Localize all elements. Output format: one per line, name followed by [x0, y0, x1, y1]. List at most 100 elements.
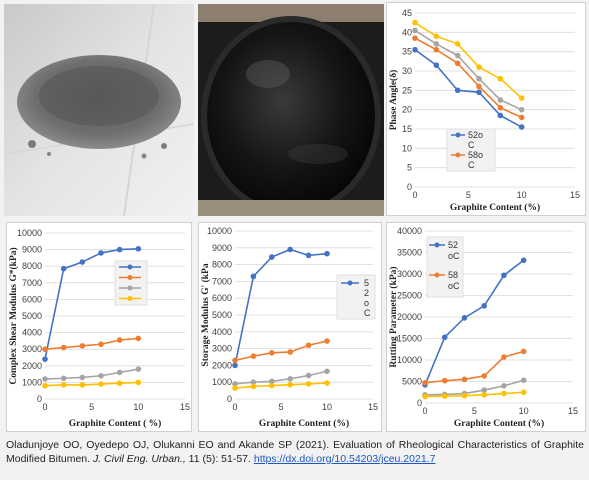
x-axis-label: Graphite Content (%) [454, 418, 544, 429]
caption-doi-link[interactable]: https://dx.doi.org/10.54203/jceu.2021.7 [253, 453, 436, 465]
data-point [79, 343, 86, 349]
legend-label: C [468, 160, 475, 170]
y-tick-label: 15 [402, 124, 412, 134]
data-point [497, 104, 504, 111]
legend-marker [347, 280, 353, 286]
data-point [518, 114, 525, 121]
data-point [60, 344, 67, 351]
data-point [116, 246, 123, 253]
y-tick-label: 15000 [397, 334, 422, 344]
data-point [441, 393, 448, 399]
y-tick-label: 5000 [212, 310, 232, 320]
x-tick-label: 15 [180, 402, 190, 412]
data-point [98, 250, 104, 256]
legend-label: o [364, 298, 369, 308]
y-tick-label: 10000 [397, 355, 422, 365]
x-tick-label: 5 [89, 402, 94, 412]
data-point [232, 357, 238, 364]
series-line [44, 368, 139, 380]
series-line [414, 29, 522, 111]
legend-label: 2 [364, 288, 369, 298]
series-line [44, 247, 139, 360]
x-axis-label: Graphite Content (%) [450, 202, 540, 213]
y-tick-label: 0 [417, 398, 422, 408]
data-point [305, 342, 312, 349]
y-tick-label: 4000 [22, 328, 42, 338]
y-tick-label: 7000 [22, 278, 42, 288]
data-point [116, 369, 123, 376]
y-tick-label: 6000 [212, 293, 232, 303]
series-line [44, 337, 139, 350]
data-point [287, 376, 293, 382]
legend-label: oC [448, 251, 460, 261]
data-point [454, 60, 461, 67]
series-line [424, 259, 525, 386]
series-line [414, 21, 523, 99]
data-point [250, 383, 257, 390]
data-point [42, 346, 48, 352]
y-tick-label: 30000 [397, 269, 422, 279]
data-point [305, 252, 312, 259]
data-point [42, 376, 48, 382]
data-point [324, 250, 330, 257]
x-tick-label: 5 [472, 406, 477, 416]
legend-marker [127, 285, 133, 291]
data-point [497, 75, 504, 82]
data-point [520, 348, 527, 355]
data-point [412, 19, 418, 26]
data-point [476, 83, 482, 90]
caption-citation: Oladunjoye OO, Oyedepo OJ, Olukanni EO a… [6, 439, 584, 465]
data-point [412, 46, 418, 53]
series-line [424, 391, 524, 398]
y-tick-label: 5 [407, 163, 412, 173]
x-tick-label: 5 [466, 190, 471, 200]
x-tick-label: 0 [42, 402, 47, 412]
data-point [135, 245, 142, 252]
data-point [497, 112, 504, 119]
legend-marker [127, 275, 133, 280]
y-tick-label: 45 [402, 8, 412, 18]
data-point [250, 379, 257, 385]
x-tick-label: 0 [232, 402, 237, 412]
y-tick-label: 5000 [402, 377, 422, 387]
y-tick-label: 6000 [22, 294, 42, 304]
caption-journal: J. Civil Eng. Urban., [92, 453, 186, 465]
y-tick-label: 10000 [17, 228, 42, 238]
y-tick-label: 3000 [212, 344, 232, 354]
data-point [501, 272, 507, 279]
data-point [305, 381, 312, 387]
legend-label: C [468, 140, 475, 150]
legend-label: 58 [448, 270, 458, 280]
data-point [116, 380, 123, 387]
data-point [518, 106, 525, 113]
data-point [98, 372, 104, 379]
data-point [232, 362, 238, 369]
y-tick-label: 30 [402, 66, 412, 76]
y-tick-label: 20000 [397, 312, 422, 322]
legend-marker [434, 242, 440, 248]
legend-marker [455, 152, 461, 158]
y-tick-label: 35 [402, 47, 412, 57]
y-tick-label: 2000 [212, 360, 232, 370]
series-line [234, 370, 328, 385]
y-tick-label: 40000 [397, 226, 422, 236]
caption-volume: 11 (5): 51-57. [185, 453, 254, 465]
data-point [60, 375, 67, 382]
data-point [412, 35, 418, 41]
data-point [287, 246, 293, 253]
data-point [518, 124, 525, 130]
data-point [501, 354, 507, 360]
data-point [250, 353, 257, 359]
data-point [501, 383, 507, 389]
data-point [481, 373, 487, 379]
data-point [497, 97, 504, 103]
y-tick-label: 40 [402, 27, 412, 37]
y-tick-label: 0 [407, 182, 412, 192]
data-point [476, 89, 482, 96]
data-point [454, 52, 461, 59]
x-axis-label: Graphite Content (%) [259, 418, 349, 429]
data-point [433, 62, 440, 68]
legend-box [426, 236, 464, 298]
legend-label: 5 [364, 278, 369, 288]
x-tick-label: 15 [570, 190, 580, 200]
